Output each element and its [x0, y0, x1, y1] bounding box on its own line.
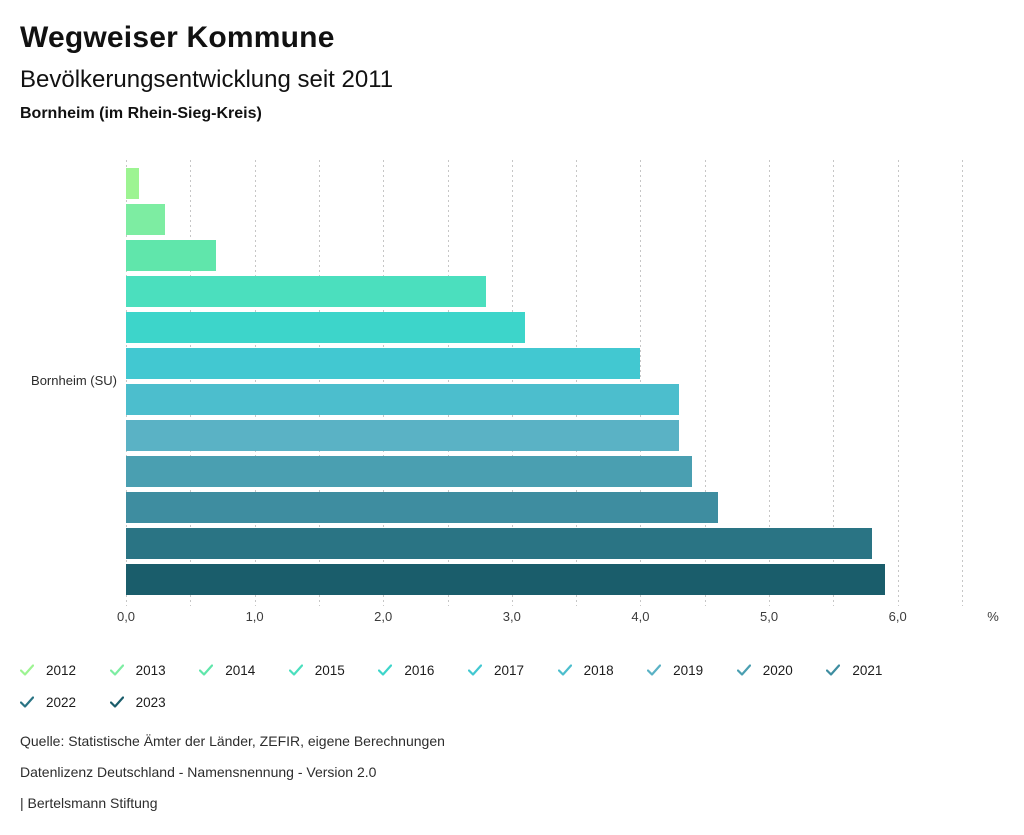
legend-item-2022[interactable]: 2022 — [20, 689, 110, 715]
legend-item-2021[interactable]: 2021 — [826, 657, 916, 683]
check-icon-2016 — [378, 664, 393, 676]
gridline — [576, 160, 578, 606]
x-axis: % 0,0 1,0 2,0 3,0 4,0 5,0 6,0 — [117, 609, 999, 625]
check-icon-2022 — [20, 696, 34, 708]
x-tick-label: 1,0 — [245, 609, 264, 624]
source-text: Quelle: Statistische Ämter der Länder, Z… — [20, 733, 445, 749]
legend-item-2018[interactable]: 2018 — [557, 657, 648, 683]
legend-year-label: 2015 — [314, 662, 345, 678]
bar-2020[interactable] — [126, 456, 692, 487]
gridline — [447, 160, 449, 606]
x-tick-label: 4,0 — [631, 609, 650, 624]
bar-2022[interactable] — [126, 528, 872, 559]
legend-year-label: 2012 — [46, 662, 77, 678]
gridline — [126, 160, 127, 606]
legend-year-label: 2017 — [493, 662, 525, 678]
legend-item-2019[interactable]: 2019 — [647, 657, 737, 683]
bar-2015[interactable] — [126, 276, 487, 307]
y-axis-category-label: Bornheim (SU) — [31, 373, 117, 388]
check-icon-2015 — [288, 664, 303, 676]
x-tick-label: 6,0 — [888, 609, 907, 624]
x-tick-label: 3,0 — [502, 609, 521, 624]
legend-year-label: 2021 — [852, 662, 883, 678]
x-tick-label: 0,0 — [116, 609, 136, 624]
legend-item-2016[interactable]: 2016 — [378, 657, 468, 683]
legend-year-label: 2013 — [135, 662, 166, 678]
bar-2013[interactable] — [126, 204, 165, 235]
check-icon-2012 — [20, 664, 34, 676]
legend-item-2017[interactable]: 2017 — [467, 657, 558, 683]
bar-2012[interactable] — [126, 168, 139, 199]
check-icon-2018 — [557, 664, 572, 676]
legend-item-2012[interactable]: 2012 — [20, 657, 110, 683]
check-icon-2023 — [109, 696, 124, 708]
gridline — [897, 160, 899, 606]
check-icon-2013 — [109, 664, 124, 676]
legend-year-label: 2014 — [225, 662, 256, 678]
x-tick-label: 5,0 — [760, 609, 779, 624]
attribution-text: | Bertelsmann Stiftung — [20, 795, 158, 811]
bar-2016[interactable] — [126, 312, 525, 343]
gridline — [254, 160, 256, 606]
check-icon-2014 — [199, 664, 214, 676]
legend-year-label: 2018 — [583, 662, 614, 678]
gridline — [962, 160, 963, 606]
legend-item-2023[interactable]: 2023 — [109, 689, 200, 715]
gridline — [318, 160, 320, 606]
legend-item-2014[interactable]: 2014 — [199, 657, 289, 683]
legend-year-label: 2023 — [135, 694, 166, 710]
gridline — [190, 160, 192, 606]
legend: 2012 2013 2014 2015 2016 2017 2018 2019 2020 2021… — [20, 657, 930, 721]
bar-2021[interactable] — [126, 492, 718, 523]
gridline — [833, 160, 835, 606]
legend-year-label: 2019 — [673, 662, 704, 678]
gridline — [704, 160, 706, 606]
bar-2018[interactable] — [126, 384, 680, 415]
legend-item-2015[interactable]: 2015 — [288, 657, 379, 683]
legend-item-2013[interactable]: 2013 — [109, 657, 200, 683]
legend-year-label: 2016 — [404, 662, 435, 678]
bar-2023[interactable] — [126, 564, 885, 595]
region-label: Bornheim (im Rhein-Sieg-Kreis) — [20, 105, 262, 122]
chart-subtitle: Bevölkerungsentwicklung seit 2011 — [20, 66, 394, 93]
legend-year-label: 2020 — [762, 662, 793, 678]
page-title: Wegweiser Kommune — [20, 21, 335, 54]
gridline — [640, 160, 642, 606]
x-tick-label: 2,0 — [374, 609, 393, 624]
license-text: Datenlizenz Deutschland - Namensnennung … — [20, 764, 377, 780]
legend-item-2020[interactable]: 2020 — [736, 657, 827, 683]
legend-year-label: 2022 — [46, 694, 77, 710]
x-axis-unit-label: % — [987, 609, 999, 624]
check-icon-2019 — [647, 664, 662, 676]
bar-2019[interactable] — [126, 420, 680, 451]
gridline — [769, 160, 771, 606]
bar-2017[interactable] — [126, 348, 641, 379]
check-icon-2017 — [467, 664, 482, 676]
check-icon-2020 — [736, 664, 751, 676]
bar-2014[interactable] — [126, 240, 217, 271]
check-icon-2021 — [826, 664, 841, 676]
plot-area — [126, 160, 963, 606]
gridline — [511, 160, 513, 606]
gridline — [383, 160, 385, 606]
